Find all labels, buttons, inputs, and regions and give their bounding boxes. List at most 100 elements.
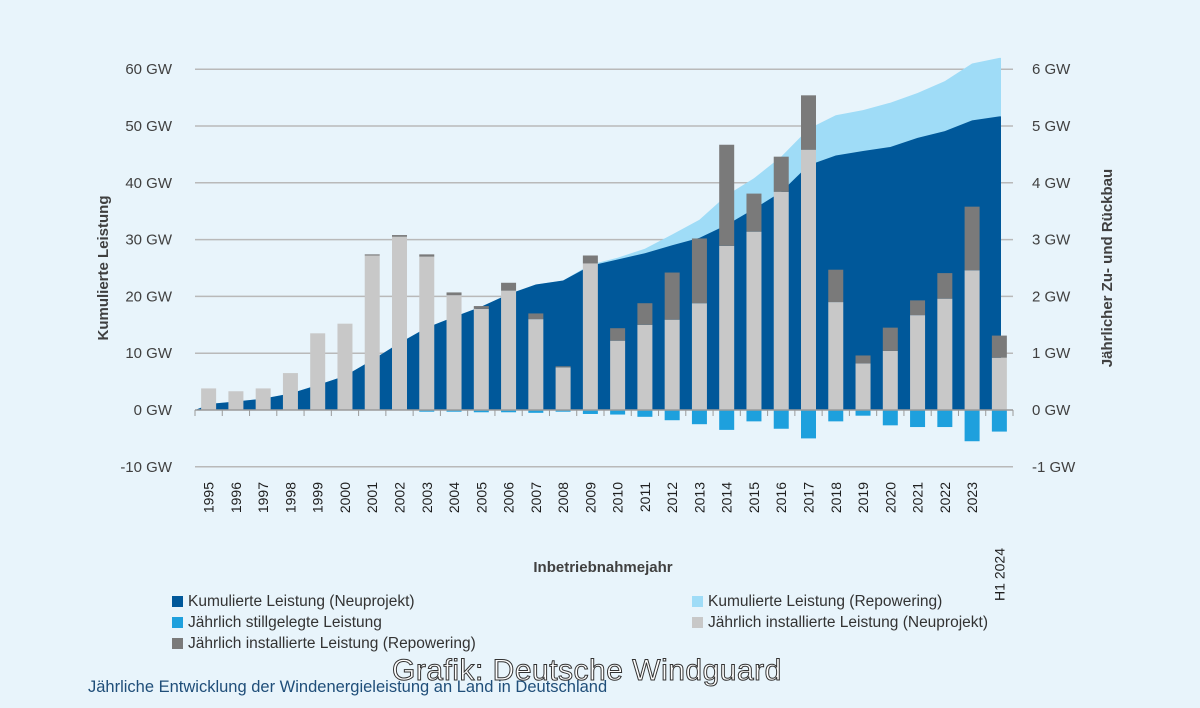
bar-installed-repowering <box>555 366 571 368</box>
left-tick-label: 10 GW <box>125 345 173 362</box>
bar-decommissioned <box>964 410 980 442</box>
x-tick-label: 2009 <box>582 482 598 513</box>
bar-installed-neuprojekt <box>801 149 816 410</box>
bar-installed-neuprojekt <box>746 231 762 410</box>
bar-installed-neuprojekt <box>855 363 871 410</box>
x-tick-label: H1 2024 <box>991 548 1007 601</box>
right-tick-label: 5 GW <box>1032 118 1071 135</box>
bar-decommissioned <box>610 410 626 415</box>
bar-decommissioned <box>746 410 762 422</box>
right-tick-label: 3 GW <box>1032 232 1071 249</box>
legend-item: Jährlich installierte Leistung (Neuproje… <box>692 612 1072 633</box>
bar-installed-neuprojekt <box>255 388 271 410</box>
bar-installed-neuprojekt <box>473 308 489 410</box>
left-tick-label: 20 GW <box>125 288 173 305</box>
axes: -10 GW 0 GW 10 GW 20 GW 30 GW 40 GW 50 GW 60 GW… <box>120 61 1076 601</box>
bar-installed-neuprojekt <box>664 319 680 410</box>
legend-swatch <box>692 617 703 628</box>
x-tick-label: 2021 <box>910 482 926 513</box>
bar-installed-repowering <box>501 282 517 291</box>
bar-decommissioned <box>582 410 598 414</box>
x-tick-label: 1999 <box>310 482 326 513</box>
bar-installed-repowering <box>746 193 762 232</box>
left-tick-label: 50 GW <box>125 118 173 135</box>
bar-installed-neuprojekt <box>282 373 298 410</box>
bar-installed-repowering <box>882 327 898 351</box>
bar-installed-repowering <box>419 254 435 257</box>
x-tick-label: 2002 <box>392 482 408 513</box>
bar-installed-neuprojekt <box>828 302 844 410</box>
bar-decommissioned <box>419 410 435 412</box>
x-tick-label: 2015 <box>746 482 762 513</box>
legend-label: Jährlich installierte Leistung (Repoweri… <box>188 634 476 652</box>
bar-installed-repowering <box>528 313 544 320</box>
bar-decommissioned <box>664 410 680 421</box>
bar-decommissioned <box>855 410 871 416</box>
x-tick-label: 2018 <box>828 482 844 513</box>
bar-installed-repowering <box>991 335 1007 358</box>
left-tick-label: 60 GW <box>125 61 173 78</box>
bar-decommissioned <box>801 410 816 439</box>
left-tick-label: 30 GW <box>125 232 173 249</box>
x-tick-label: 2000 <box>337 482 353 513</box>
bar-installed-neuprojekt <box>555 367 571 410</box>
bar-installed-repowering <box>392 235 407 237</box>
bar-decommissioned <box>637 410 653 417</box>
legend-label: Kumulierte Leistung (Neuprojekt) <box>188 592 415 610</box>
area-series <box>195 57 1001 411</box>
bar-installed-neuprojekt <box>228 391 244 410</box>
bar-installed-neuprojekt <box>691 303 707 410</box>
right-axis-title: Jährlicher Zu- und Rückbau <box>1099 169 1116 367</box>
x-tick-label: 2019 <box>855 482 871 513</box>
bar-installed-neuprojekt <box>392 236 407 410</box>
bar-installed-neuprojekt <box>719 245 735 410</box>
x-tick-label: 2007 <box>528 482 544 513</box>
right-tick-label: 6 GW <box>1032 61 1071 78</box>
bar-installed-repowering <box>364 254 380 256</box>
bar-installed-repowering <box>828 269 844 303</box>
left-tick-label: 40 GW <box>125 175 173 192</box>
x-tick-label: 2014 <box>719 482 735 513</box>
bar-installed-repowering <box>664 272 680 320</box>
bar-decommissioned <box>528 410 544 413</box>
left-tick-label: 0 GW <box>134 402 173 419</box>
legend-swatch <box>172 617 183 628</box>
right-tick-label: 4 GW <box>1032 175 1071 192</box>
bar-installed-repowering <box>855 355 871 364</box>
area-cumulative-neuprojekt <box>195 116 1001 411</box>
legend-swatch <box>692 596 703 607</box>
x-tick-label: 2004 <box>446 482 462 513</box>
bar-installed-neuprojekt <box>310 333 326 410</box>
legend-item: Jährlich stillgelegte Leistung <box>172 612 692 633</box>
x-tick-label: 2016 <box>773 482 789 513</box>
bar-installed-repowering <box>801 95 816 150</box>
bar-installed-neuprojekt <box>501 290 517 410</box>
bar-decommissioned <box>446 410 462 412</box>
bar-installed-neuprojekt <box>882 350 898 410</box>
bar-installed-repowering <box>719 144 735 246</box>
x-tick-label: 1998 <box>282 482 298 513</box>
bar-series <box>201 95 1007 442</box>
legend: Kumulierte Leistung (Neuprojekt) Kumulie… <box>172 591 1072 654</box>
x-tick-label: 2017 <box>801 482 817 513</box>
x-tick-label: 2023 <box>964 482 980 513</box>
bar-installed-repowering <box>691 238 707 304</box>
bar-installed-neuprojekt <box>964 270 980 410</box>
bar-decommissioned <box>937 410 953 428</box>
x-tick-label: 2011 <box>637 482 653 512</box>
bar-decommissioned <box>719 410 735 430</box>
x-tick-label: 1995 <box>201 482 217 513</box>
bar-decommissioned <box>555 410 571 412</box>
bar-decommissioned <box>991 410 1007 432</box>
legend-label: Jährlich stillgelegte Leistung <box>188 613 382 631</box>
bar-installed-neuprojekt <box>528 319 544 410</box>
watermark: Grafik: Deutsche Windguard <box>392 654 782 688</box>
bar-installed-neuprojekt <box>582 263 598 410</box>
bar-installed-neuprojekt <box>910 315 926 410</box>
bar-decommissioned <box>910 410 926 428</box>
x-tick-label: 1996 <box>228 482 244 513</box>
legend-label: Kumulierte Leistung (Repowering) <box>708 592 943 610</box>
bar-installed-neuprojekt <box>446 295 462 410</box>
bar-installed-neuprojekt <box>937 298 953 410</box>
